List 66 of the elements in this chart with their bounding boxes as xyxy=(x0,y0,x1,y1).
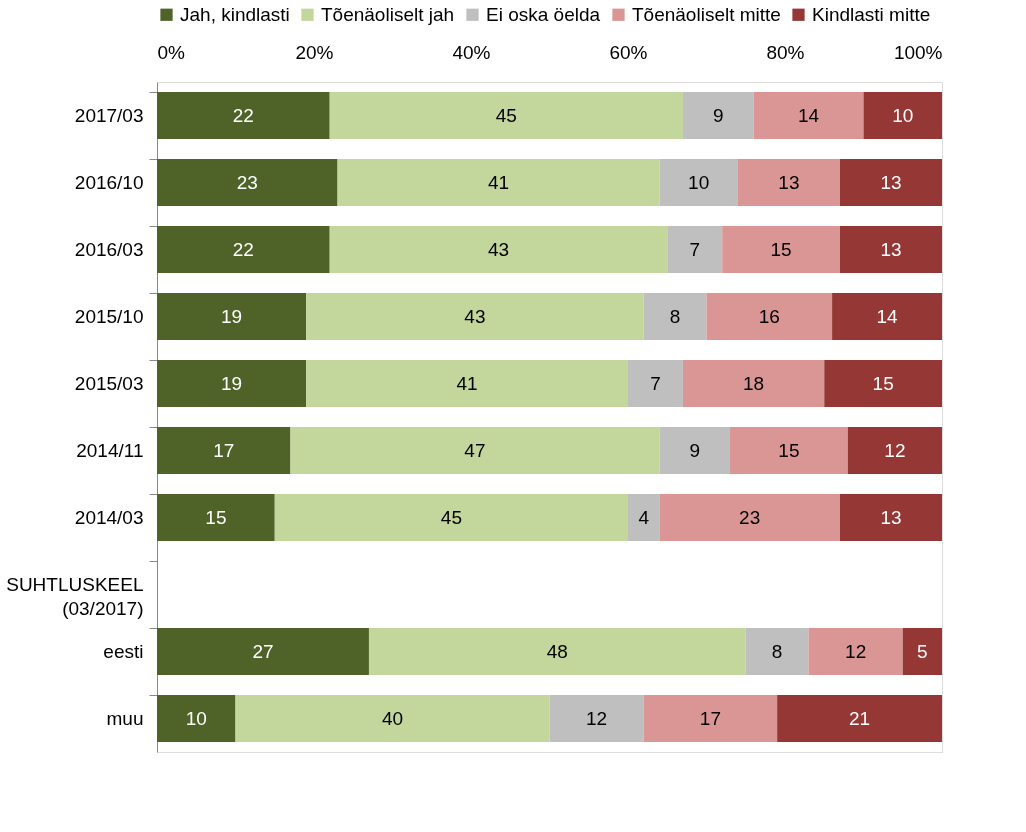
data-label: 13 xyxy=(880,171,902,193)
x-tick-label: 20% xyxy=(295,41,334,63)
x-tick-label: 0% xyxy=(157,41,186,63)
data-label: 7 xyxy=(689,238,701,260)
y-tick-label: 2016/03 xyxy=(74,238,144,260)
data-label: 12 xyxy=(586,707,608,729)
data-label: 45 xyxy=(440,506,462,528)
data-label: 17 xyxy=(699,707,721,729)
data-label: 13 xyxy=(880,238,902,260)
y-tick-label: 2015/03 xyxy=(74,372,144,394)
data-label: 18 xyxy=(743,372,765,394)
data-label: 40 xyxy=(381,707,404,729)
y-tick-label: 2017/03 xyxy=(74,104,144,126)
x-tick-label: 80% xyxy=(766,41,805,63)
x-tick-label: 60% xyxy=(609,41,648,63)
data-label: 23 xyxy=(739,506,761,528)
data-label: 8 xyxy=(771,640,783,662)
data-label: 19 xyxy=(221,372,243,394)
data-label: 4 xyxy=(638,506,650,528)
y-tick-label: SUHTLUSKEEL (03/2017) xyxy=(6,573,144,619)
data-label: 10 xyxy=(892,104,914,126)
data-label: 14 xyxy=(876,305,899,327)
data-label: 12 xyxy=(845,640,867,662)
data-label: 41 xyxy=(487,171,510,193)
data-label: 15 xyxy=(770,238,792,260)
data-label: 23 xyxy=(236,171,258,193)
x-tick-label: 40% xyxy=(452,41,491,63)
legend-label: Kindlasti mitte xyxy=(812,3,931,25)
y-tick-label: 2016/10 xyxy=(74,171,144,193)
data-label: 10 xyxy=(185,707,207,729)
data-label: 9 xyxy=(689,439,701,461)
y-tick-label: muu xyxy=(106,707,144,729)
data-label: 8 xyxy=(669,305,681,327)
data-label: 10 xyxy=(688,171,710,193)
y-tick-label: 2015/10 xyxy=(74,305,144,327)
legend-label: Jah, kindlasti xyxy=(180,3,290,25)
data-label: 16 xyxy=(758,305,780,327)
data-label: 7 xyxy=(650,372,661,394)
legend-label: Ei oska öelda xyxy=(486,3,601,25)
data-label: 15 xyxy=(872,372,894,394)
data-label: 12 xyxy=(884,439,906,461)
data-label: 17 xyxy=(213,439,235,461)
data-label: 19 xyxy=(221,305,243,327)
data-label: 14 xyxy=(797,104,820,126)
data-label: 13 xyxy=(778,171,800,193)
data-label: 43 xyxy=(487,238,510,260)
data-label: 41 xyxy=(456,372,478,394)
data-label: 45 xyxy=(495,104,517,126)
legend-label: Tõenäoliselt mitte xyxy=(632,3,781,25)
data-label: 5 xyxy=(917,640,928,662)
y-tick-label: 2014/03 xyxy=(74,506,144,528)
data-label: 43 xyxy=(464,305,486,327)
data-label: 9 xyxy=(712,104,724,126)
data-label: 48 xyxy=(546,640,568,662)
data-label: 15 xyxy=(205,506,227,528)
data-label: 13 xyxy=(880,506,902,528)
data-label: 21 xyxy=(849,707,871,729)
data-label: 22 xyxy=(232,104,254,126)
data-label: 47 xyxy=(464,439,486,461)
legend-label: Tõenäoliselt jah xyxy=(321,3,455,25)
data-label: 27 xyxy=(252,640,274,662)
y-tick-label: 2014/11 xyxy=(76,439,144,461)
x-tick-label: 100% xyxy=(893,41,943,63)
y-tick-label: eesti xyxy=(103,640,144,662)
data-label: 22 xyxy=(232,238,254,260)
data-label: 15 xyxy=(778,439,800,461)
